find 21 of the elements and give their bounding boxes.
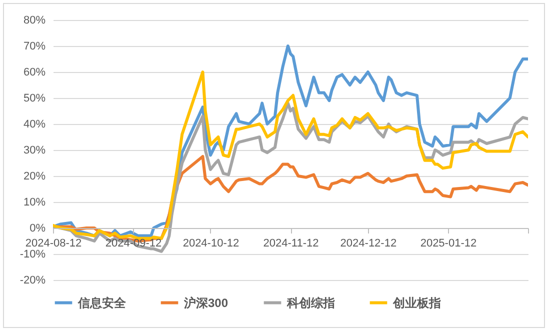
y-tick-label: 20%: [23, 170, 46, 182]
legend-label: 沪深300: [183, 296, 228, 310]
y-tick-label: 30%: [23, 144, 46, 156]
legend-label: 科创综指: [286, 296, 335, 310]
x-tick-label: 2025-01-12: [420, 238, 477, 250]
x-tick-label: 2024-09-12: [105, 238, 162, 250]
y-tick-label: 50%: [23, 92, 46, 104]
y-tick-label: 80%: [23, 14, 46, 26]
y-tick-label: 70%: [23, 40, 46, 52]
y-tick-label: 60%: [23, 66, 46, 78]
legend-label: 信息安全: [77, 296, 127, 310]
y-tick-label: -10%: [20, 248, 46, 260]
legend-label: 创业板指: [392, 296, 441, 310]
x-tick-label: 2024-10-12: [182, 238, 240, 250]
x-tick-label: 2024-11-12: [263, 238, 319, 250]
x-tick-label: 2024-08-12: [25, 238, 82, 250]
y-tick-label: 10%: [23, 196, 46, 208]
x-tick-label: 2024-12-12: [340, 238, 397, 250]
y-tick-label: 0%: [30, 222, 46, 234]
y-tick-label: -20%: [20, 274, 46, 286]
y-tick-label: 40%: [23, 118, 46, 130]
